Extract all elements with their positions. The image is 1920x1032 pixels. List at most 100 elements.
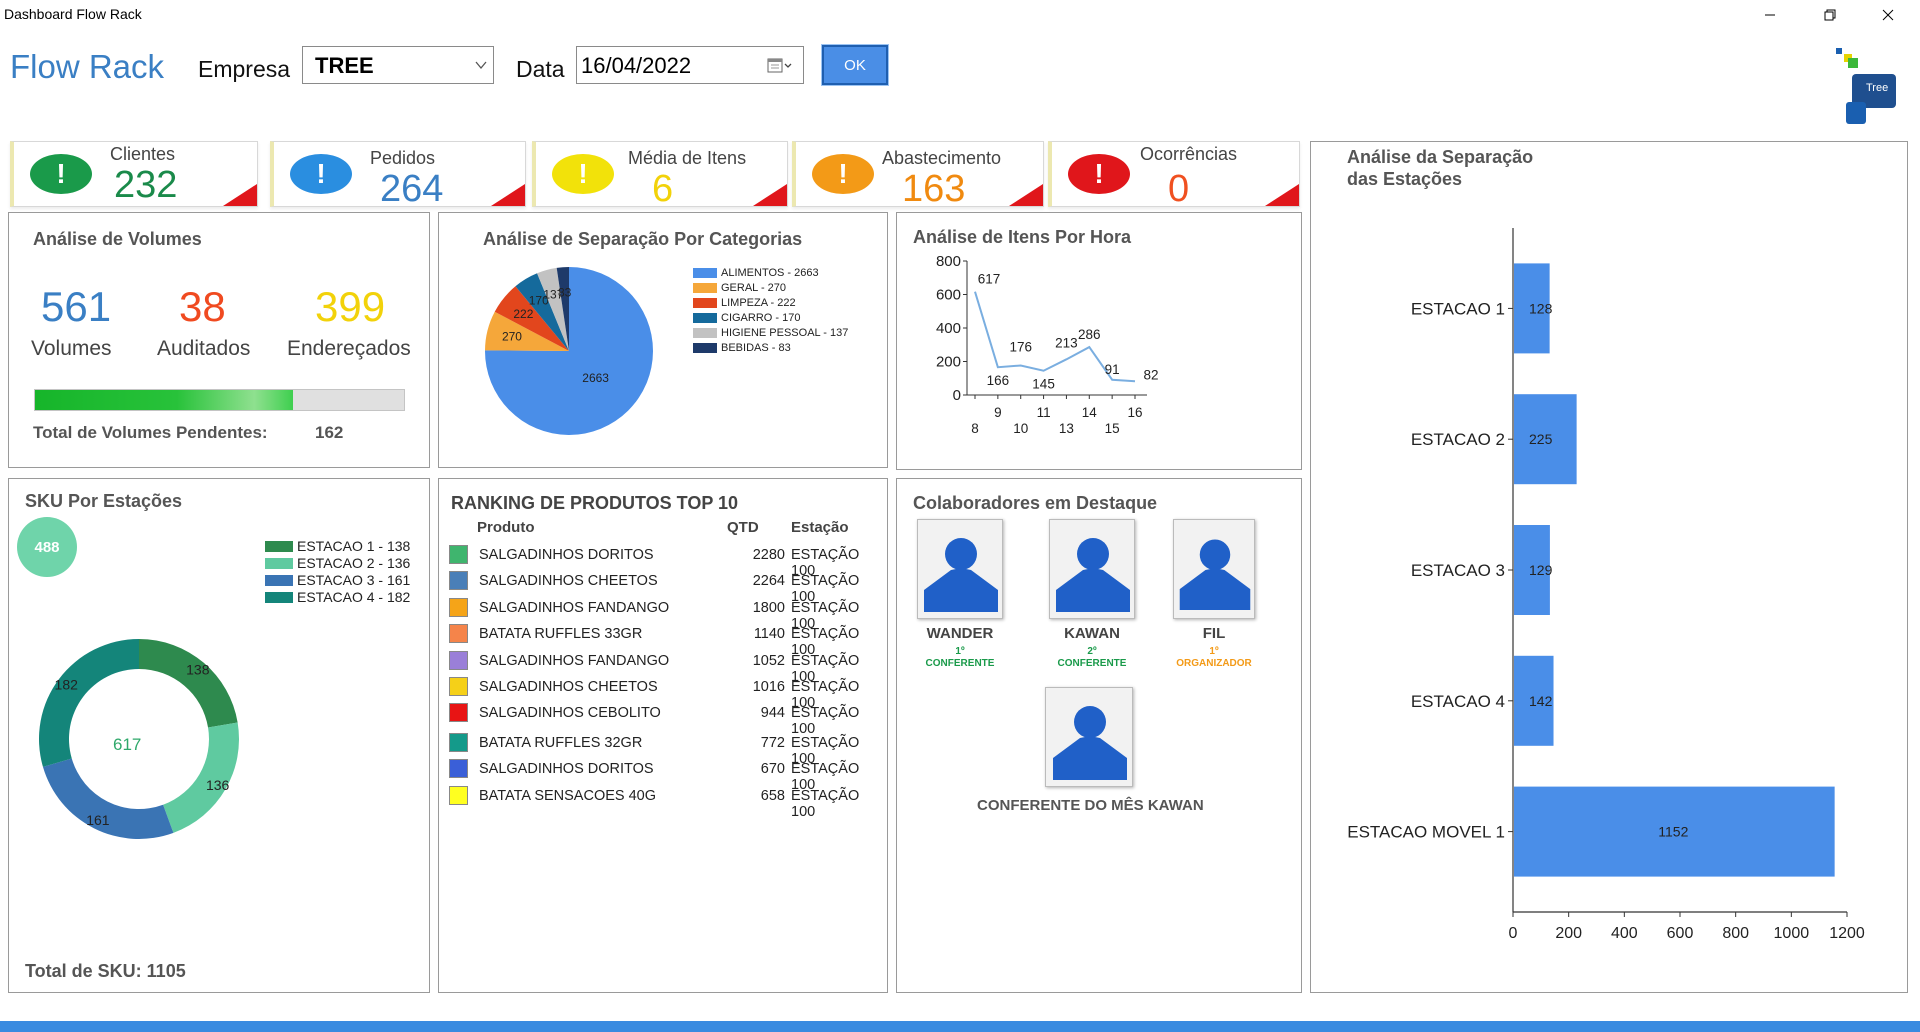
employee-of-month-card[interactable] <box>1045 687 1133 787</box>
volumes-value: 561 <box>41 283 112 330</box>
table-row[interactable]: BATATA RUFFLES 33GR 1140 ESTAÇÃO 100 <box>439 622 879 658</box>
collaborator-card[interactable]: KAWAN 2º CONFERENTE <box>1049 519 1135 670</box>
colaboradores-panel: Colaboradores em Destaque WANDER 1º CONFE… <box>896 478 1302 993</box>
corner-flag-icon <box>1009 184 1043 206</box>
table-row[interactable]: BATATA SENSACOES 40G 658 ESTAÇÃO 100 <box>439 784 879 820</box>
corner-flag-icon <box>223 184 257 206</box>
window-titlebar: Dashboard Flow Rack <box>0 0 1920 30</box>
pendentes-label: Total de Volumes Pendentes: <box>33 423 268 442</box>
estacao-cell: ESTAÇÃO 100 <box>791 705 860 737</box>
bar <box>1514 786 1835 877</box>
legend-item: ESTACAO 4 - 182 <box>265 589 410 605</box>
empresa-select[interactable]: TREE <box>302 46 494 84</box>
exclamation-icon: ! <box>30 154 92 194</box>
ranking-panel: RANKING DE PRODUTOS TOP 10 Produto QTD E… <box>438 478 888 993</box>
ok-button[interactable]: OK <box>821 44 889 86</box>
table-row[interactable]: SALGADINHOS DORITOS 670 ESTAÇÃO 100 <box>439 757 879 793</box>
estacao-cell: ESTAÇÃO 100 <box>791 679 860 711</box>
itens-hora-panel: Análise de Itens Por Hora 0 200 400 600 800 6… <box>896 212 1302 470</box>
exclamation-icon: ! <box>812 154 874 194</box>
restore-button[interactable] <box>1810 2 1850 28</box>
table-row[interactable]: BATATA RUFFLES 32GR 772 ESTAÇÃO 100 <box>439 731 879 767</box>
legend-item: LIMPEZA - 222 <box>693 296 796 310</box>
person-icon <box>924 538 998 612</box>
produto-cell: SALGADINHOS CEBOLITO <box>479 705 661 721</box>
close-button[interactable] <box>1868 2 1908 28</box>
bar <box>1514 263 1550 354</box>
pie-data-label: 83 <box>558 285 572 299</box>
kpi-card-pedidos[interactable]: ! Pedidos 264 <box>270 141 526 207</box>
produto-cell: SALGADINHOS DORITOS <box>479 547 654 563</box>
kpi-value: 0 <box>1168 168 1190 207</box>
avatar <box>917 519 1003 619</box>
color-swatch <box>449 545 468 564</box>
legend-item: GERAL - 270 <box>693 281 786 295</box>
y-tick-label: 600 <box>936 287 961 304</box>
date-picker[interactable]: 16/04/2022 <box>576 46 804 84</box>
bar-data-label: 129 <box>1529 562 1553 578</box>
qtd-cell: 1140 <box>753 626 785 642</box>
qtd-cell: 1800 <box>752 600 785 616</box>
kpi-card-media-itens[interactable]: ! Média de Itens 6 <box>532 141 788 207</box>
estacoes-bar-chart: 0 200 400 600 800 1000 1200 ESTACAO 1 128 ESTACAO… <box>1347 228 1865 942</box>
enderecados-label: Endereçados <box>287 337 411 360</box>
col-qtd: QTD <box>727 519 759 536</box>
data-label: 166 <box>987 373 1010 388</box>
legend-item: HIGIENE PESSOAL - 137 <box>693 326 848 340</box>
collaborator-name: WANDER <box>926 625 994 642</box>
collaborator-card[interactable]: WANDER 1º CONFERENTE <box>917 519 1003 670</box>
itens-hora-line-chart: 0 200 400 600 800 617 8 166 9 176 10 145 11 213 13 286 1… <box>936 253 1159 436</box>
table-row[interactable]: SALGADINHOS CEBOLITO 944 ESTAÇÃO 100 <box>439 701 879 737</box>
y-tick-label: ESTACAO MOVEL 1 <box>1347 823 1505 842</box>
color-swatch <box>449 786 468 805</box>
qtd-cell: 658 <box>760 788 785 804</box>
x-tick-label: 10 <box>1013 421 1028 436</box>
data-label: 617 <box>978 272 1001 287</box>
donut-data-label: 182 <box>55 676 79 692</box>
pie-data-label: 170 <box>529 294 549 308</box>
estacoes-title: Análise da Separação das Estações <box>1347 146 1533 190</box>
donut-data-label: 136 <box>206 777 230 793</box>
table-row[interactable]: SALGADINHOS CHEETOS 2264 ESTAÇÃO 100 <box>439 569 879 605</box>
color-swatch <box>449 651 468 670</box>
produto-cell: SALGADINHOS CHEETOS <box>479 679 658 695</box>
table-row[interactable]: SALGADINHOS FANDANGO 1800 ESTAÇÃO 100 <box>439 596 879 632</box>
avatar <box>1173 519 1255 619</box>
produto-cell: BATATA RUFFLES 33GR <box>479 626 643 642</box>
legend-item: ALIMENTOS - 2663 <box>693 266 819 280</box>
progress-fill <box>35 390 294 410</box>
data-label: 213 <box>1055 335 1078 350</box>
estacao-cell: ESTAÇÃO 100 <box>791 788 860 820</box>
estacao-cell: ESTAÇÃO 100 <box>791 547 860 579</box>
kpi-card-clientes[interactable]: ! Clientes 232 <box>10 141 258 207</box>
col-produto: Produto <box>477 519 535 536</box>
kpi-label: Pedidos <box>370 148 436 168</box>
person-icon <box>1179 539 1251 611</box>
x-tick-label: 400 <box>1611 925 1638 942</box>
pie-data-label: 270 <box>502 330 522 344</box>
estacao-cell: ESTAÇÃO 100 <box>791 573 860 605</box>
table-row[interactable]: SALGADINHOS DORITOS 2280 ESTAÇÃO 100 <box>439 543 879 579</box>
kpi-card-ocorrencias[interactable]: ! Ocorrências 0 <box>1048 141 1300 207</box>
corner-flag-icon <box>753 184 787 206</box>
table-row[interactable]: SALGADINHOS FANDANGO 1052 ESTAÇÃO 100 <box>439 649 879 685</box>
table-row[interactable]: SALGADINHOS CHEETOS 1016 ESTAÇÃO 100 <box>439 675 879 711</box>
x-tick-label: 800 <box>1722 925 1749 942</box>
estacao-cell: ESTAÇÃO 100 <box>791 653 860 685</box>
chevron-down-icon <box>475 61 487 70</box>
ranking-title: RANKING DE PRODUTOS TOP 10 <box>451 493 739 513</box>
collaborator-name: KAWAN <box>1064 625 1120 642</box>
color-swatch <box>449 624 468 643</box>
collaborator-role: 1º ORGANIZADOR <box>1176 646 1252 669</box>
collaborator-card[interactable]: FIL 1º ORGANIZADOR <box>1173 519 1255 670</box>
data-label: 91 <box>1105 362 1120 377</box>
legend-item: ESTACAO 2 - 136 <box>265 555 410 571</box>
minimize-button[interactable] <box>1750 2 1790 28</box>
donut-slice <box>42 758 174 839</box>
pie-data-label: 137 <box>543 287 563 301</box>
kpi-value: 163 <box>902 168 966 207</box>
kpi-card-abastecimento[interactable]: ! Abastecimento 163 <box>792 141 1044 207</box>
x-tick-label: 11 <box>1037 405 1051 420</box>
donut-slice <box>163 722 239 833</box>
produto-cell: SALGADINHOS CHEETOS <box>479 573 658 589</box>
